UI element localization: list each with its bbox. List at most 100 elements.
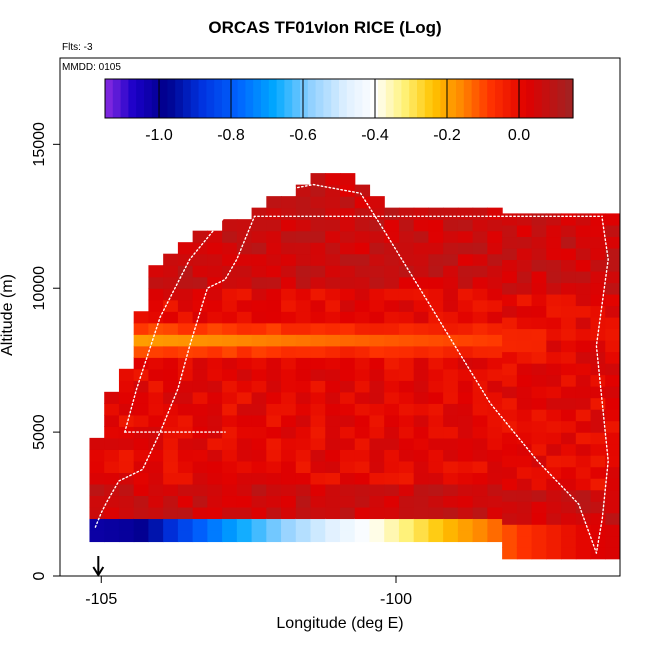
colorbar-swatch	[448, 79, 457, 118]
heatmap-cell	[236, 391, 253, 404]
heatmap-cell	[222, 299, 238, 312]
heatmap-cell	[192, 529, 208, 543]
heatmap-cell	[516, 489, 533, 502]
colorbar-frame	[104, 78, 574, 119]
heatmap-cell	[354, 242, 371, 255]
heatmap-cell	[487, 276, 503, 289]
heatmap-cell	[251, 495, 267, 508]
heatmap-cell	[575, 489, 592, 502]
heatmap-cell	[310, 230, 326, 243]
heatmap-cell	[413, 495, 430, 508]
heatmap-cell	[590, 397, 606, 410]
heatmap-cell	[163, 253, 179, 266]
heatmap-cell	[310, 345, 326, 358]
heatmap-cell	[251, 207, 267, 220]
heatmap-cell	[531, 409, 547, 422]
heatmap-cell	[502, 340, 518, 353]
heatmap-cell	[369, 345, 385, 358]
heatmap-cell	[325, 460, 341, 473]
heatmap-cell	[325, 518, 341, 531]
heatmap-cell	[561, 363, 577, 376]
heatmap-cell	[575, 374, 592, 387]
colorbar-tick-label: -1.0	[145, 127, 173, 144]
heatmap-cell	[148, 495, 164, 508]
heatmap-cell	[472, 357, 488, 370]
heatmap-cell	[487, 357, 503, 370]
heatmap-cell	[236, 472, 253, 485]
heatmap-cell	[192, 253, 208, 266]
heatmap-cell	[590, 466, 606, 479]
heatmap-cell	[516, 501, 533, 514]
colorbar-swatch	[541, 79, 551, 118]
heatmap-cell	[531, 386, 547, 399]
heatmap-cell	[266, 460, 282, 473]
heatmap-cell	[398, 460, 415, 473]
heatmap-cell	[443, 449, 459, 462]
heatmap-cell	[148, 426, 164, 439]
heatmap-cell	[192, 345, 208, 358]
heatmap-cell	[384, 288, 400, 301]
heatmap-cell	[177, 288, 194, 301]
heatmap-cell	[398, 529, 415, 543]
heatmap-cell	[340, 437, 356, 450]
heatmap-cell	[443, 414, 459, 427]
heatmap-cell	[310, 184, 326, 197]
heatmap-cell	[575, 501, 592, 514]
heatmap-cell	[222, 460, 238, 473]
heatmap-cell	[251, 380, 267, 393]
heatmap-cell	[192, 334, 208, 347]
heatmap-cell	[428, 449, 444, 462]
colorbar-swatch	[526, 79, 535, 118]
heatmap-cell	[590, 236, 606, 249]
heatmap-cell	[546, 512, 562, 525]
heatmap-cell	[133, 449, 150, 462]
heatmap-cell	[428, 265, 444, 278]
heatmap-cell	[133, 460, 150, 473]
heatmap-cell	[222, 276, 238, 289]
heatmap-cell	[310, 288, 326, 301]
heatmap-cell	[575, 224, 592, 238]
heatmap-cell	[384, 495, 400, 508]
heatmap-cell	[340, 472, 356, 485]
heatmap-cell	[192, 299, 208, 312]
heatmap-cell	[369, 219, 385, 232]
colorbar-swatch	[120, 79, 129, 118]
heatmap-cell	[354, 265, 371, 278]
heatmap-cell	[487, 219, 503, 232]
heatmap-cell	[561, 374, 577, 387]
heatmap-cell	[192, 391, 208, 404]
heatmap-cell	[502, 501, 518, 514]
heatmap-cell	[443, 380, 459, 393]
heatmap-cell	[207, 299, 223, 312]
heatmap-cell	[443, 253, 459, 266]
heatmap-cell	[192, 449, 208, 462]
heatmap-cell	[605, 293, 620, 307]
heatmap-cell	[546, 374, 562, 387]
heatmap-cell	[340, 219, 356, 232]
heatmap-cell	[251, 437, 267, 450]
heatmap-cell	[222, 437, 238, 450]
heatmap-cell	[398, 230, 415, 243]
heatmap-cell	[428, 345, 444, 358]
heatmap-cell	[104, 403, 120, 416]
heatmap-cell	[516, 270, 533, 284]
heatmap-cell	[590, 432, 606, 445]
heatmap-cell	[310, 460, 326, 473]
colorbar-swatch	[128, 79, 137, 118]
arrow-head	[92, 566, 105, 577]
heatmap-cell	[457, 472, 474, 485]
heatmap-cell	[295, 449, 312, 462]
heatmap-cell	[354, 472, 371, 485]
heatmap-cell	[251, 345, 267, 358]
heatmap-cell	[281, 426, 297, 439]
heatmap-cell	[177, 495, 194, 508]
heatmap-cell	[222, 345, 238, 358]
flight-tracks	[94, 183, 609, 554]
heatmap-cell	[325, 299, 341, 312]
heatmap-cell	[546, 524, 562, 537]
heatmap-cell	[236, 495, 253, 508]
heatmap-cell	[516, 213, 533, 226]
heatmap-cell	[546, 259, 562, 272]
heatmap-cell	[281, 207, 297, 220]
heatmap-cell	[192, 472, 208, 485]
